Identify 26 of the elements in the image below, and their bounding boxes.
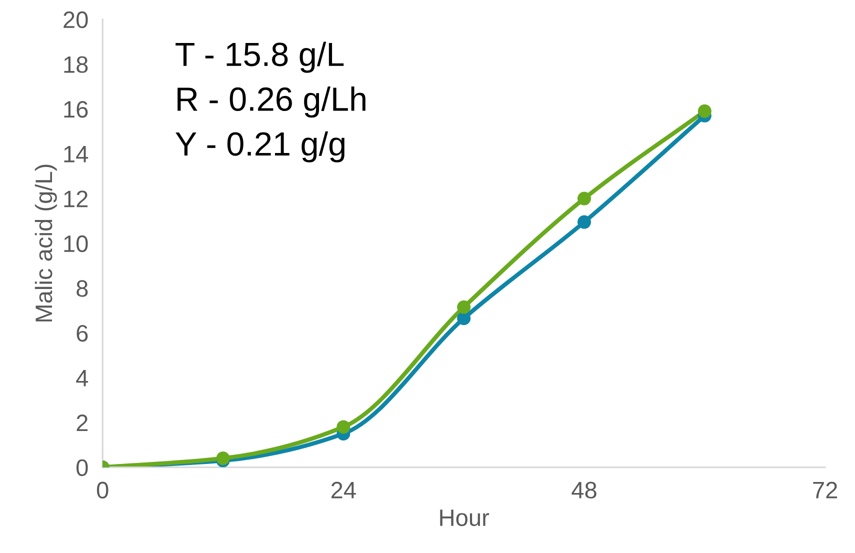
y-tick-label: 18 bbox=[64, 56, 88, 73]
point bbox=[577, 192, 592, 206]
x-tick-label: 72 bbox=[813, 482, 838, 498]
point bbox=[457, 300, 471, 314]
x-axis-title: Hour bbox=[440, 510, 490, 526]
y-axis-title: Malic acid (g/L) bbox=[34, 164, 57, 322]
y-tick-label: 6 bbox=[76, 324, 88, 342]
point bbox=[336, 420, 350, 434]
y-tick-label: 10 bbox=[64, 235, 88, 252]
annotation: Y - 0.21 g/g bbox=[176, 131, 344, 162]
x-tick-label: 48 bbox=[572, 482, 596, 499]
y-tick-label: 16 bbox=[64, 101, 88, 118]
x-tick-label: 24 bbox=[331, 482, 356, 498]
y-tick-label: 20 bbox=[64, 11, 88, 28]
point bbox=[698, 104, 712, 118]
point bbox=[577, 215, 592, 229]
y-tick-label: 14 bbox=[64, 146, 88, 162]
x-tick-label: 0 bbox=[96, 482, 108, 499]
annotation: R - 0.26 g/Lh bbox=[178, 86, 366, 118]
y-tick-label: 12 bbox=[64, 190, 88, 208]
y-tick-label: 2 bbox=[76, 414, 88, 432]
point bbox=[457, 312, 471, 326]
y-tick-label: 0 bbox=[76, 459, 88, 476]
y-tick-label: 8 bbox=[76, 280, 88, 297]
y-tick-label: 4 bbox=[76, 370, 88, 386]
annotation: T - 15.8 g/L bbox=[176, 42, 344, 73]
